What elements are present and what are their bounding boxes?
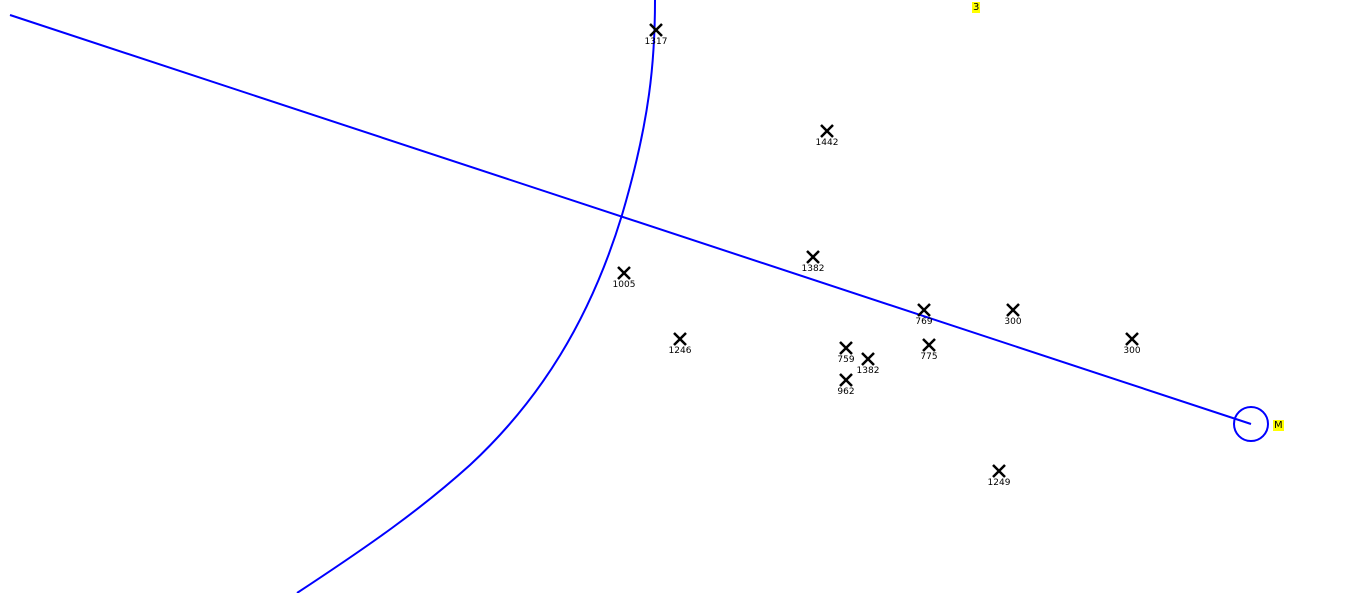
marker-label: 1382 — [857, 366, 880, 376]
x-mark-icon — [861, 352, 875, 366]
marker-x[interactable]: 962 — [837, 373, 855, 397]
marker-label: 1442 — [816, 138, 839, 148]
marker-label: 759 — [837, 355, 854, 365]
x-mark-icon — [839, 341, 853, 355]
marker-label: 300 — [1123, 346, 1140, 356]
marker-label: 1005 — [613, 280, 636, 290]
x-mark-icon — [922, 338, 936, 352]
marker-label: 1249 — [988, 478, 1011, 488]
marker-x[interactable]: 1249 — [988, 464, 1011, 488]
x-mark-icon — [649, 23, 663, 37]
marker-x[interactable]: 759 — [837, 341, 855, 365]
x-mark-icon — [1125, 332, 1139, 346]
marker-x[interactable]: 769 — [915, 303, 933, 327]
marker-x[interactable]: 1005 — [613, 266, 636, 290]
marker-x[interactable]: 300 — [1004, 303, 1022, 327]
x-mark-icon — [820, 124, 834, 138]
marker-label: 962 — [837, 387, 854, 397]
marker-label: 300 — [1004, 317, 1021, 327]
x-mark-icon — [673, 332, 687, 346]
bearing-line — [9, 14, 1252, 425]
marker-x[interactable]: 1317 — [645, 23, 668, 47]
arc-boundary — [296, 0, 656, 593]
marker-x[interactable]: 1442 — [816, 124, 839, 148]
tag-end: M — [1273, 420, 1284, 431]
marker-x[interactable]: 1382 — [802, 250, 825, 274]
marker-x[interactable]: 1246 — [669, 332, 692, 356]
marker-x[interactable]: 775 — [920, 338, 938, 362]
x-mark-icon — [806, 250, 820, 264]
x-mark-icon — [617, 266, 631, 280]
end-circle — [1233, 406, 1269, 442]
marker-label: 769 — [915, 317, 932, 327]
marker-label: 1246 — [669, 346, 692, 356]
marker-x[interactable]: 1382 — [857, 352, 880, 376]
x-mark-icon — [1006, 303, 1020, 317]
marker-label: 1382 — [802, 264, 825, 274]
x-mark-icon — [839, 373, 853, 387]
marker-label: 775 — [920, 352, 937, 362]
marker-x[interactable]: 300 — [1123, 332, 1141, 356]
x-mark-icon — [992, 464, 1006, 478]
x-mark-icon — [917, 303, 931, 317]
tag-top: 3 — [972, 2, 981, 13]
marker-label: 1317 — [645, 37, 668, 47]
